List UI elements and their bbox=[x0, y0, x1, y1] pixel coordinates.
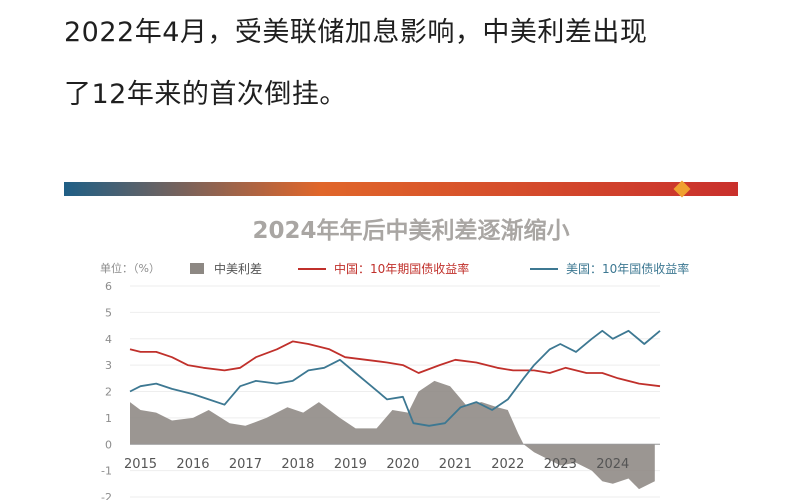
us-yield-line bbox=[129, 329, 661, 427]
x-tick-label: 2017 bbox=[229, 457, 262, 472]
legend-swatch-spread bbox=[190, 263, 204, 274]
banner-diamond-icon bbox=[673, 180, 691, 198]
x-tick-label: 2024 bbox=[596, 457, 629, 472]
y-tick-label: 3 bbox=[105, 359, 112, 372]
x-tick-label: 2019 bbox=[334, 457, 367, 472]
y-tick-label: 1 bbox=[105, 412, 112, 425]
china-yield-line bbox=[129, 340, 661, 388]
plot-area bbox=[129, 285, 661, 498]
legend-label-us: 美国：10年国债收益率 bbox=[566, 261, 689, 276]
y-tick-label: -2 bbox=[101, 491, 112, 500]
y-tick-label: 2 bbox=[105, 386, 112, 399]
article-paragraph-line-1: 2022年4月，受美联储加息影响，中美利差出现 bbox=[64, 17, 648, 48]
y-axis: -2 -1 0 1 2 3 4 5 6 bbox=[101, 280, 112, 500]
yield-spread-chart: 2024年年后中美利差逐渐缩小 单位：（%） 中美利差 中国：10年期国债收益率 美… bbox=[100, 217, 689, 500]
x-tick-label: 2021 bbox=[439, 457, 472, 472]
y-tick-label: 5 bbox=[105, 306, 112, 319]
y-tick-label: -1 bbox=[101, 465, 112, 478]
y-tick-label: 6 bbox=[105, 280, 112, 293]
legend-label-china: 中国：10年期国债收益率 bbox=[334, 261, 469, 276]
x-axis: 2015 2016 2017 2018 2019 2020 2021 2022 2023 2024 bbox=[124, 457, 629, 472]
x-tick-label: 2022 bbox=[491, 457, 524, 472]
y-tick-label: 4 bbox=[105, 333, 112, 346]
x-tick-label: 2015 bbox=[124, 457, 157, 472]
chart-title: 2024年年后中美利差逐渐缩小 bbox=[252, 217, 569, 244]
chart-header-banner bbox=[64, 180, 738, 198]
article-paragraph-line-2: 了12年来的首次倒挂。 bbox=[64, 79, 347, 110]
legend-label-spread: 中美利差 bbox=[214, 261, 262, 276]
x-tick-label: 2023 bbox=[544, 457, 577, 472]
y-tick-label: 0 bbox=[105, 438, 112, 451]
y-unit-label: 单位：（%） bbox=[100, 261, 160, 275]
spread-area bbox=[130, 380, 655, 490]
x-tick-label: 2016 bbox=[176, 457, 209, 472]
x-tick-label: 2020 bbox=[386, 457, 419, 472]
x-tick-label: 2018 bbox=[281, 457, 314, 472]
chart-legend: 中美利差 中国：10年期国债收益率 美国：10年国债收益率 bbox=[190, 261, 689, 276]
banner-gradient-bar bbox=[64, 182, 738, 196]
